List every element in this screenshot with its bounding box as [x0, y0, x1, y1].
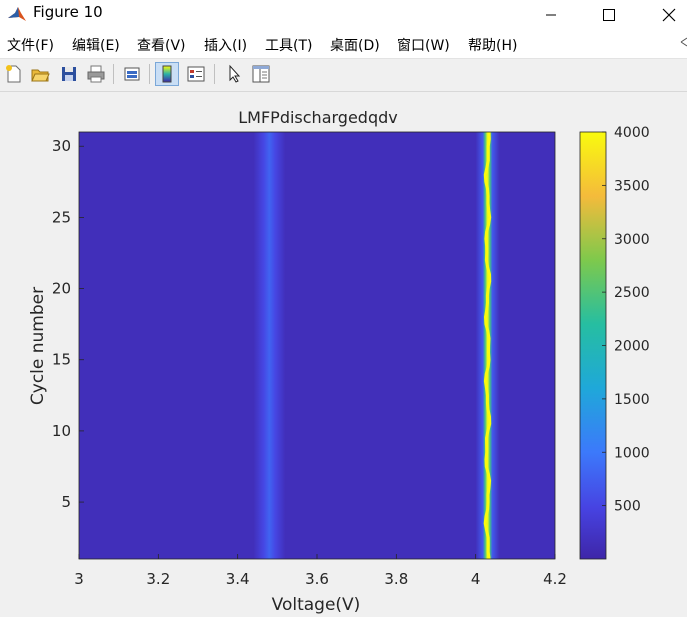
heatmap-image[interactable] [79, 132, 555, 559]
colorbar-tick-label: 2500 [614, 285, 650, 301]
new-figure-button[interactable] [2, 62, 26, 86]
toolbar-separator [113, 64, 114, 84]
maximize-icon [603, 9, 615, 21]
print-button[interactable] [84, 62, 108, 86]
link-plot-icon [124, 67, 140, 81]
x-tick-label: 3.8 [384, 570, 408, 588]
x-tick-label: 3.4 [226, 570, 250, 588]
window-title: Figure 10 [33, 3, 103, 21]
y-tick-label: 30 [52, 137, 71, 155]
maximize-button[interactable] [586, 0, 632, 30]
edit-plot-arrow-icon [229, 64, 241, 83]
y-tick-label: 20 [52, 280, 71, 298]
insert-legend-button[interactable] [184, 62, 208, 86]
menu-help[interactable]: 帮助(H) [468, 38, 518, 54]
link-plot-button[interactable] [120, 62, 144, 86]
colorbar-tick-label: 1500 [614, 392, 650, 408]
colorbar-tick-label: 4000 [614, 125, 650, 141]
plot-title: LMFPdischargedqdv [238, 108, 398, 127]
colorbar-tick-label: 3500 [614, 178, 650, 194]
y-tick-label: 5 [61, 493, 71, 511]
minimize-icon [546, 14, 556, 16]
menu-overflow-icon[interactable] [679, 34, 687, 50]
colorbar-tick-label: 3000 [614, 232, 650, 248]
colorbar[interactable] [579, 131, 607, 560]
menu-bar: 文件(F) 编辑(E) 查看(V) 插入(I) 工具(T) 桌面(D) 窗口(W… [0, 30, 687, 59]
menu-view[interactable]: 查看(V) [137, 38, 186, 54]
property-inspector-button[interactable] [249, 62, 273, 86]
y-tick-label: 10 [52, 422, 71, 440]
minimize-button[interactable] [528, 0, 574, 30]
menu-file[interactable]: 文件(F) [7, 38, 54, 54]
edit-plot-button[interactable] [222, 62, 246, 86]
y-tick-label: 15 [52, 351, 71, 369]
close-icon [662, 8, 676, 22]
x-tick-label: 3.2 [146, 570, 170, 588]
toolbar-separator [214, 64, 215, 84]
colorbar-icon [162, 65, 172, 83]
figure-toolbar [0, 59, 687, 92]
x-tick-label: 3 [74, 570, 84, 588]
x-tick-label: 3.6 [305, 570, 329, 588]
menu-edit[interactable]: 编辑(E) [72, 38, 120, 54]
menu-window[interactable]: 窗口(W) [397, 38, 450, 54]
menu-desktop[interactable]: 桌面(D) [330, 38, 380, 54]
menu-tools[interactable]: 工具(T) [265, 38, 313, 54]
x-axis-label: Voltage(V) [272, 595, 361, 615]
peak-ridge-line [483, 131, 492, 560]
save-button[interactable] [57, 62, 81, 86]
y-tick-label: 25 [52, 208, 71, 226]
colorbar-tick-label: 2000 [614, 339, 650, 355]
window-titlebar: Figure 10 [0, 0, 687, 30]
print-icon [87, 65, 105, 83]
close-button[interactable] [646, 0, 687, 30]
menu-insert[interactable]: 插入(I) [204, 38, 248, 54]
legend-icon [187, 66, 205, 82]
x-tick-label: 4.2 [543, 570, 567, 588]
colorbar-tick-label: 1000 [614, 445, 650, 461]
new-figure-icon [6, 65, 21, 83]
open-file-icon [31, 69, 50, 82]
x-tick-label: 4 [471, 570, 481, 588]
matlab-logo-icon [8, 7, 26, 21]
open-file-button[interactable] [28, 62, 52, 86]
save-icon [62, 67, 76, 81]
property-inspector-icon [252, 65, 270, 83]
insert-colorbar-button[interactable] [155, 62, 179, 86]
colorbar-tick-label: 500 [614, 499, 641, 515]
toolbar-separator [149, 64, 150, 84]
y-axis-label: Cycle number [28, 287, 48, 405]
